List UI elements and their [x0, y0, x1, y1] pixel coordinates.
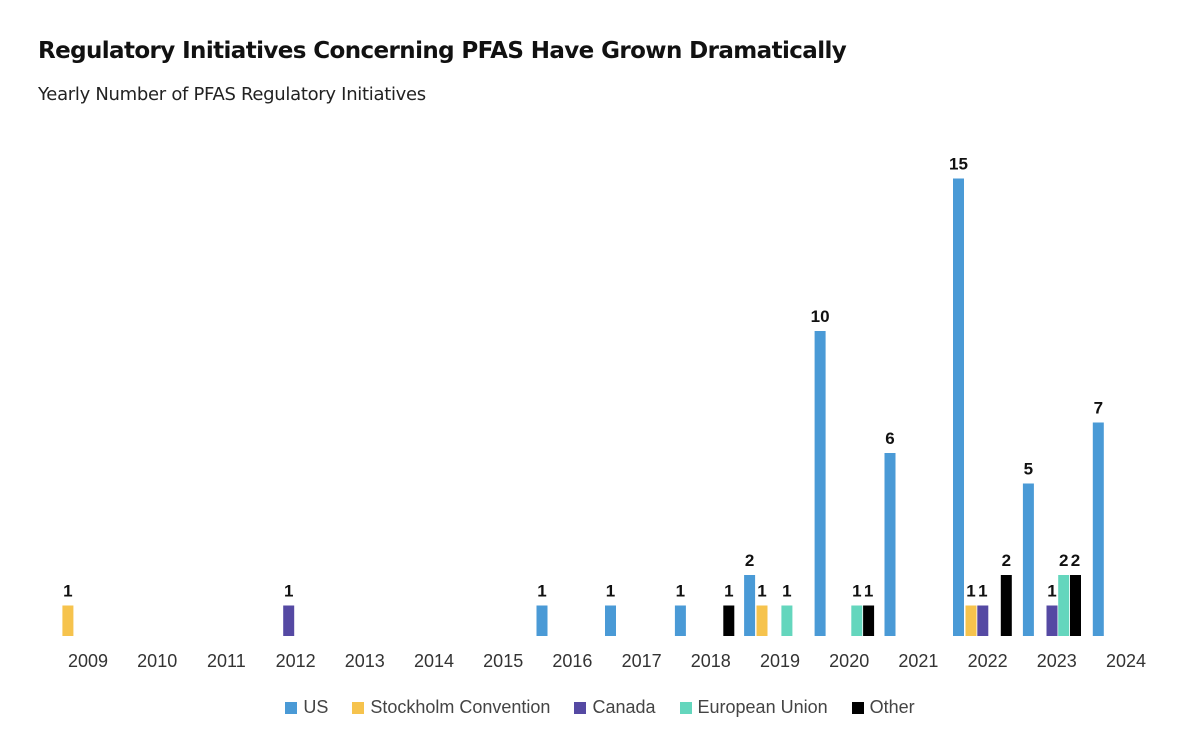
chart-subtitle: Yearly Number of PFAS Regulatory Initiat…: [38, 84, 426, 105]
legend-label: US: [303, 697, 329, 717]
data-label: 15: [949, 155, 968, 174]
data-label: 6: [885, 429, 894, 448]
bar-other: [1070, 575, 1081, 636]
bar-canada: [977, 605, 989, 636]
x-tick-label: 2012: [276, 651, 316, 671]
x-tick-label: 2023: [1037, 651, 1077, 671]
x-tick-label: 2011: [207, 651, 246, 671]
bar-canada: [1046, 605, 1058, 636]
legend-swatch: [679, 701, 692, 714]
data-label: 2: [1002, 551, 1011, 570]
data-label: 1: [537, 582, 546, 601]
x-tick-label: 2022: [968, 651, 1008, 671]
x-tick-label: 2019: [760, 651, 800, 671]
legend-swatch: [352, 701, 365, 714]
data-label: 1: [606, 582, 615, 601]
bar-us: [884, 453, 896, 636]
legend-swatch: [285, 701, 298, 714]
legend-item: Other: [851, 697, 915, 718]
bar-stockholm-convention: [62, 605, 74, 636]
x-tick-label: 2009: [68, 651, 108, 671]
bar-us: [744, 575, 756, 636]
data-label: 1: [978, 582, 987, 601]
x-tick-label: 2010: [137, 651, 177, 671]
data-label: 5: [1024, 460, 1033, 479]
bar-european-union: [851, 605, 863, 636]
bar-other: [723, 605, 735, 636]
chart-title: Regulatory Initiatives Concerning PFAS H…: [38, 38, 847, 64]
data-label: 10: [811, 307, 830, 326]
bar-us: [674, 605, 686, 636]
x-tick-label: 2014: [414, 651, 454, 671]
data-label: 2: [1071, 551, 1080, 570]
legend-item: European Union: [679, 697, 828, 718]
data-label: 1: [782, 582, 791, 601]
legend-label: Canada: [592, 697, 656, 717]
x-tick-label: 2024: [1106, 651, 1146, 671]
x-tick-label: 2017: [622, 651, 662, 671]
legend: US Stockholm Convention Canada European Uni…: [0, 697, 1200, 718]
bar-us: [814, 331, 826, 636]
data-label: 2: [745, 551, 754, 570]
x-tick-label: 2018: [691, 651, 731, 671]
bar-canada: [283, 605, 295, 636]
bar-stockholm-convention: [756, 605, 768, 636]
legend-item: Canada: [574, 697, 656, 718]
data-label: 1: [1047, 582, 1056, 601]
data-label: 1: [724, 582, 733, 601]
legend-label: Stockholm Convention: [370, 697, 551, 717]
legend-swatch: [574, 701, 587, 714]
data-label: 1: [63, 582, 72, 601]
x-tick-label: 2013: [345, 651, 385, 671]
x-tick-label: 2015: [483, 651, 523, 671]
bar-european-union: [781, 605, 793, 636]
legend-item: Stockholm Convention: [352, 697, 550, 718]
legend-label: European Union: [697, 697, 828, 717]
data-label: 1: [676, 582, 685, 601]
bar-us: [953, 178, 964, 636]
bar-us: [536, 605, 548, 636]
legend-swatch: [851, 701, 864, 714]
data-label: 1: [852, 582, 861, 601]
bar-other: [1000, 575, 1012, 636]
x-tick-label: 2020: [829, 651, 869, 671]
x-tick-label: 2021: [898, 651, 938, 671]
data-label: 7: [1094, 399, 1103, 418]
bar-other: [863, 605, 875, 636]
data-label: 2: [1059, 551, 1068, 570]
legend-item: US: [285, 697, 328, 718]
x-tick-label: 2016: [552, 651, 592, 671]
bar-stockholm-convention: [965, 605, 977, 636]
bar-us: [1022, 483, 1034, 636]
bar-us: [1092, 422, 1104, 636]
data-label: 1: [966, 582, 975, 601]
bar-us: [605, 605, 616, 636]
data-label: 1: [757, 582, 766, 601]
legend-label: Other: [869, 697, 915, 717]
data-label: 1: [864, 582, 873, 601]
data-label: 1: [284, 582, 293, 601]
bar-european-union: [1058, 575, 1070, 636]
